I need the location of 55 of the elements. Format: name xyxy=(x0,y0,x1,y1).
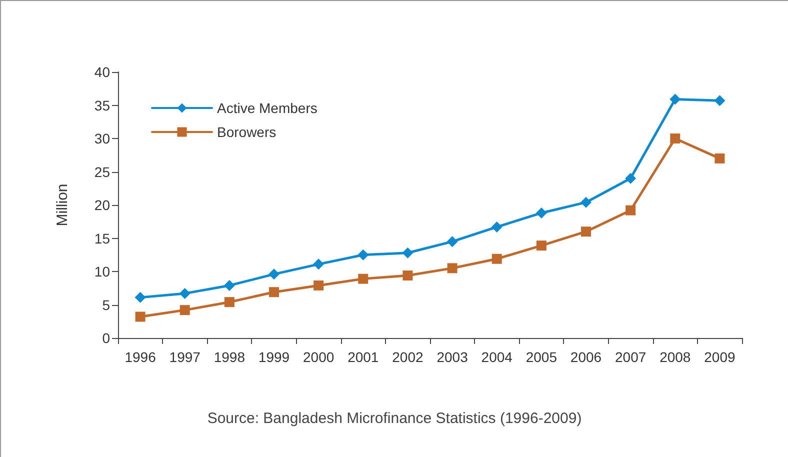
point xyxy=(180,305,190,316)
point xyxy=(402,270,413,280)
x-tick-label: 1996 xyxy=(124,349,156,365)
y-tick-label: 0 xyxy=(102,330,110,346)
y-axis-title: Million xyxy=(54,184,71,226)
point xyxy=(491,221,502,232)
y-tick-label: 20 xyxy=(94,197,110,213)
point xyxy=(536,207,547,218)
point xyxy=(714,95,726,106)
y-tick-label: 15 xyxy=(94,230,110,246)
point xyxy=(358,249,369,260)
point xyxy=(625,172,636,184)
y-tick-label: 35 xyxy=(94,97,110,114)
point xyxy=(135,312,146,322)
y-tick-label: 25 xyxy=(94,164,110,180)
point xyxy=(313,258,324,270)
point xyxy=(536,240,546,251)
point xyxy=(670,94,681,105)
point xyxy=(314,280,324,290)
x-tick-label: 1998 xyxy=(214,349,246,365)
point xyxy=(402,247,414,258)
x-tick-label: 2006 xyxy=(570,349,602,365)
x-tick-label: 2000 xyxy=(302,349,334,365)
point xyxy=(626,205,636,216)
x-tick-label: 2003 xyxy=(436,349,468,365)
x-tick-label: 1999 xyxy=(258,349,290,365)
point xyxy=(358,274,368,284)
y-tick-label: 5 xyxy=(102,296,110,313)
point xyxy=(492,254,502,264)
point xyxy=(580,196,592,208)
x-tick-label: 2007 xyxy=(614,349,646,365)
legend-label: Borowers xyxy=(217,124,276,140)
point xyxy=(581,226,591,237)
y-tick-label: 10 xyxy=(94,264,110,280)
x-tick-label: 2009 xyxy=(704,349,736,365)
x-tick-label: 2002 xyxy=(392,349,424,365)
x-tick-label: 2008 xyxy=(660,349,691,365)
x-tick-label: 2005 xyxy=(526,349,558,365)
point xyxy=(714,153,725,164)
x-tick-label: 1997 xyxy=(169,349,201,365)
point xyxy=(224,280,235,291)
point xyxy=(179,288,190,299)
source-note: Source: Bangladesh Microfinance Statistics (1996-2009) xyxy=(207,410,582,427)
point xyxy=(134,292,146,303)
point xyxy=(269,287,279,298)
point xyxy=(446,236,458,248)
x-tick-label: 2004 xyxy=(481,349,513,365)
y-tick-label: 30 xyxy=(94,130,110,146)
x-tick-label: 2001 xyxy=(348,349,379,365)
point xyxy=(268,268,280,280)
point xyxy=(447,263,458,274)
y-tick-label: 40 xyxy=(94,64,110,80)
legend-label: Active Members xyxy=(217,100,318,116)
point xyxy=(670,134,680,144)
point xyxy=(224,297,234,308)
